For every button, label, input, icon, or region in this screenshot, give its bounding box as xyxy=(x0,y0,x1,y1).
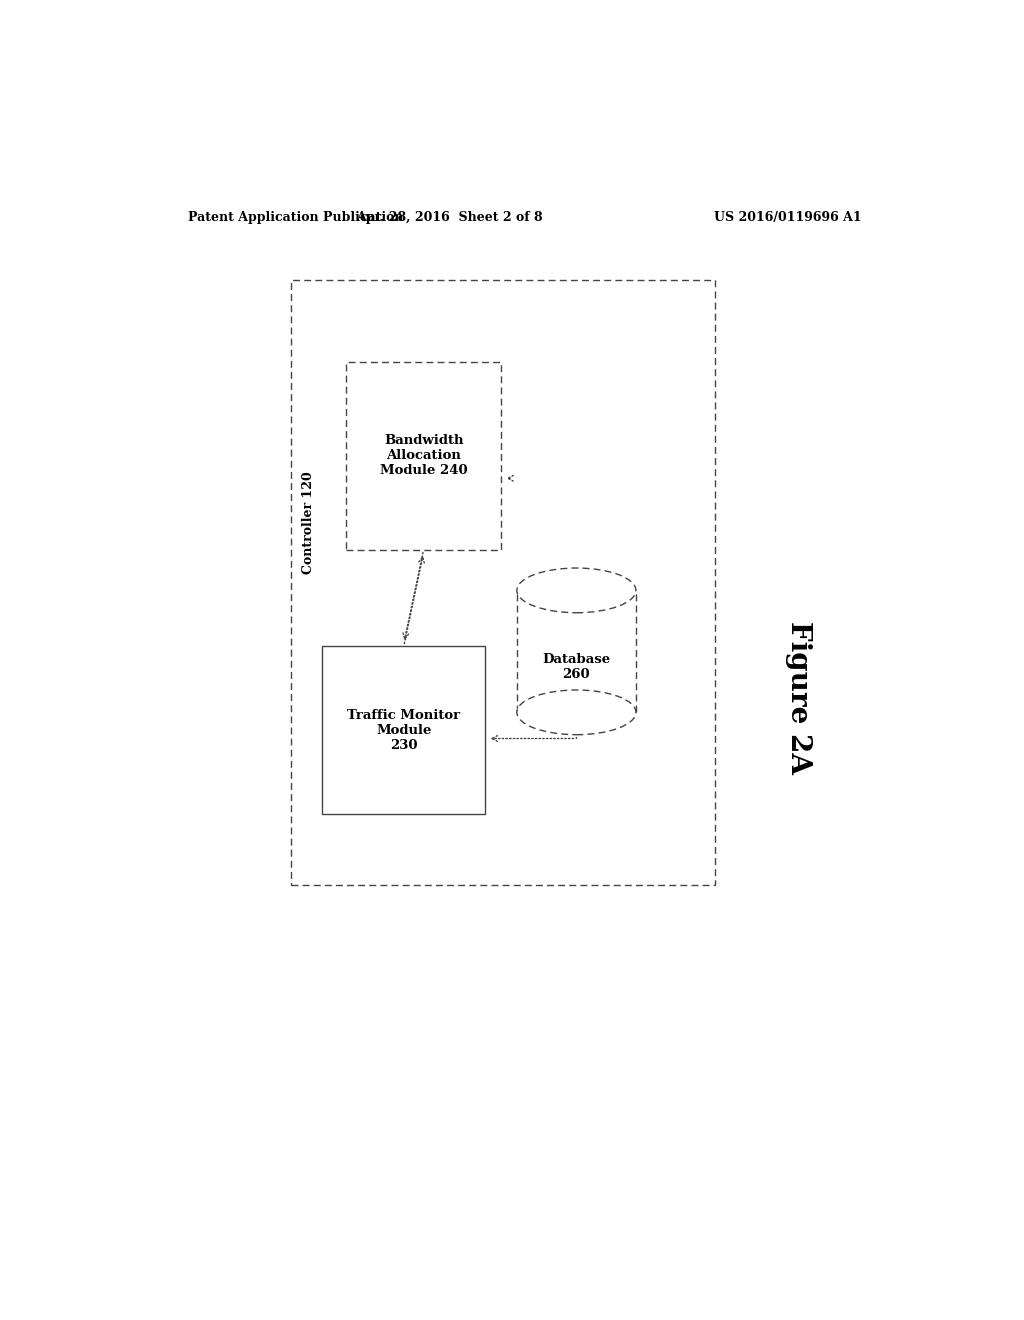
Text: Apr. 28, 2016  Sheet 2 of 8: Apr. 28, 2016 Sheet 2 of 8 xyxy=(356,211,543,224)
Bar xyxy=(323,647,485,814)
Text: Figure 2A: Figure 2A xyxy=(785,620,812,774)
Text: Database
260: Database 260 xyxy=(543,652,610,681)
Text: Bandwidth
Allocation
Module 240: Bandwidth Allocation Module 240 xyxy=(380,434,467,478)
Text: Patent Application Publication: Patent Application Publication xyxy=(187,211,403,224)
Ellipse shape xyxy=(517,690,636,735)
Text: Controller 120: Controller 120 xyxy=(302,471,314,574)
Bar xyxy=(291,280,715,886)
Bar xyxy=(346,362,501,549)
Text: Traffic Monitor
Module
230: Traffic Monitor Module 230 xyxy=(347,709,461,751)
Text: US 2016/0119696 A1: US 2016/0119696 A1 xyxy=(715,211,862,224)
Ellipse shape xyxy=(517,568,636,612)
